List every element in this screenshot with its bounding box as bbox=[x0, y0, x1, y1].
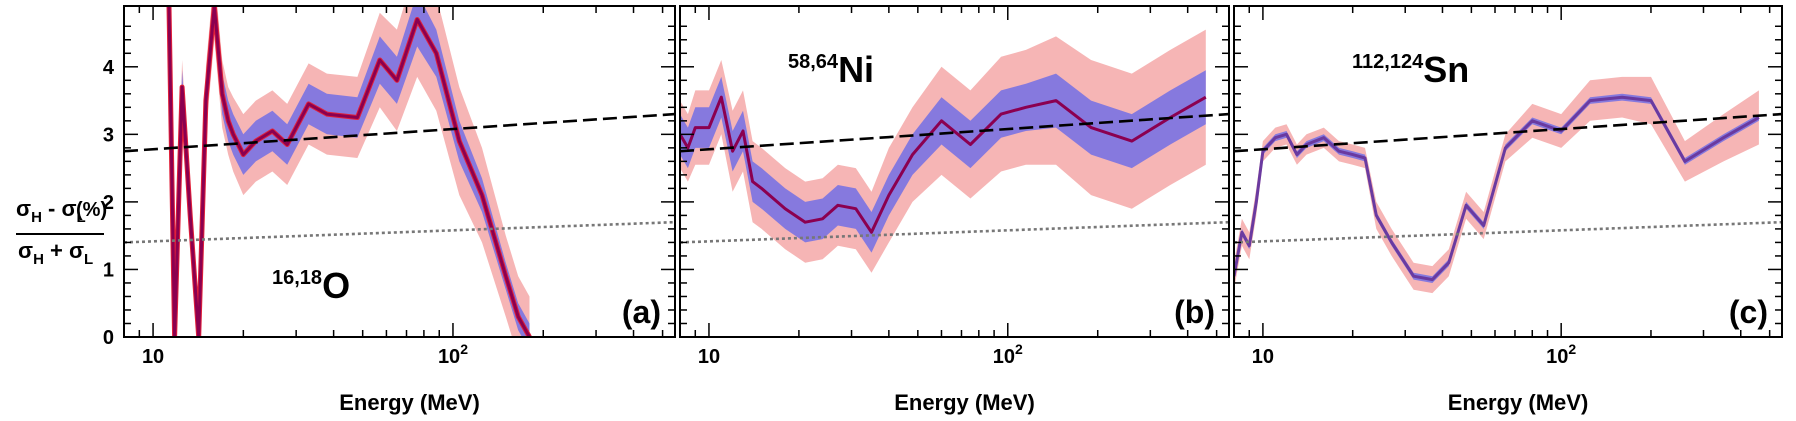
x-tick-label: 10 bbox=[142, 346, 164, 368]
plot-area bbox=[1234, 76, 1782, 294]
y-label-sub-h-2: H bbox=[33, 251, 44, 268]
series-line bbox=[1234, 95, 1760, 282]
panel-frame bbox=[123, 5, 676, 338]
y-label-unit: (%) bbox=[76, 199, 107, 221]
y-label-sigma: σ bbox=[16, 196, 31, 221]
y-tick-label: 0 bbox=[103, 327, 114, 349]
reference-dotted-line bbox=[124, 220, 675, 244]
x-axis-label: Energy (MeV) bbox=[339, 390, 480, 415]
reference-dashed-line bbox=[1234, 112, 1782, 153]
y-tick-label: 4 bbox=[103, 57, 115, 79]
y-label-sigma-3: σ bbox=[18, 238, 33, 263]
y-label-minus: - bbox=[42, 196, 62, 221]
panel-2: 10 102 Energy (MeV) (b) 58,64Ni bbox=[679, 5, 1230, 415]
panel-3: 10 102 Energy (MeV) (c) 112,124Sn bbox=[1233, 5, 1783, 415]
reference-dashed-line bbox=[680, 112, 1229, 153]
x-axis-label: Energy (MeV) bbox=[1448, 390, 1589, 415]
y-label-sub-l-2: L bbox=[84, 251, 93, 268]
x-tick-label: 102 bbox=[438, 341, 468, 368]
x-tick-label: 10 bbox=[698, 346, 720, 368]
reference-dotted-line bbox=[680, 220, 1229, 244]
y-tick-label: 1 bbox=[103, 259, 114, 281]
plot-area bbox=[680, 29, 1229, 273]
nucleus-label: 112,124Sn bbox=[1352, 49, 1469, 90]
y-label-denominator: σH + σL bbox=[18, 238, 93, 268]
reference-dashed-line bbox=[124, 112, 675, 153]
series-line bbox=[167, 6, 531, 337]
nucleus-label: 58,64Ni bbox=[788, 49, 874, 90]
panel-frame bbox=[1233, 5, 1783, 338]
y-label-sub-h: H bbox=[31, 209, 42, 226]
x-tick-label: 102 bbox=[1546, 341, 1576, 368]
y-tick-label: 3 bbox=[103, 124, 114, 146]
x-tick-label: 10 bbox=[1252, 346, 1274, 368]
panel-label: (a) bbox=[622, 294, 661, 330]
y-label-numerator: σH - σL bbox=[16, 196, 86, 226]
y-axis-label: σH - σL σH + σL (%) bbox=[16, 196, 107, 268]
x-axis-label: Energy (MeV) bbox=[894, 390, 1035, 415]
y-label-plus: + bbox=[44, 238, 69, 263]
y-label-sigma-2: σ bbox=[61, 196, 76, 221]
series-line bbox=[680, 95, 1207, 234]
panel-label: (b) bbox=[1174, 294, 1215, 330]
y-label-sigma-4: σ bbox=[69, 238, 84, 263]
x-tick-label: 102 bbox=[993, 341, 1023, 368]
outer-band bbox=[169, 6, 530, 337]
panel-1: 10 102 0 1 2 3 4 Energy (MeV) (a) 16,18O bbox=[103, 5, 676, 415]
y-label-sub-l: L bbox=[77, 209, 86, 226]
reference-dotted-line bbox=[1234, 220, 1782, 244]
panel-label: (c) bbox=[1729, 294, 1768, 330]
panel-frame bbox=[679, 5, 1230, 338]
y-tick-label: 2 bbox=[103, 192, 114, 214]
nucleus-label: 16,18O bbox=[272, 265, 350, 306]
plot-area bbox=[124, 6, 675, 337]
